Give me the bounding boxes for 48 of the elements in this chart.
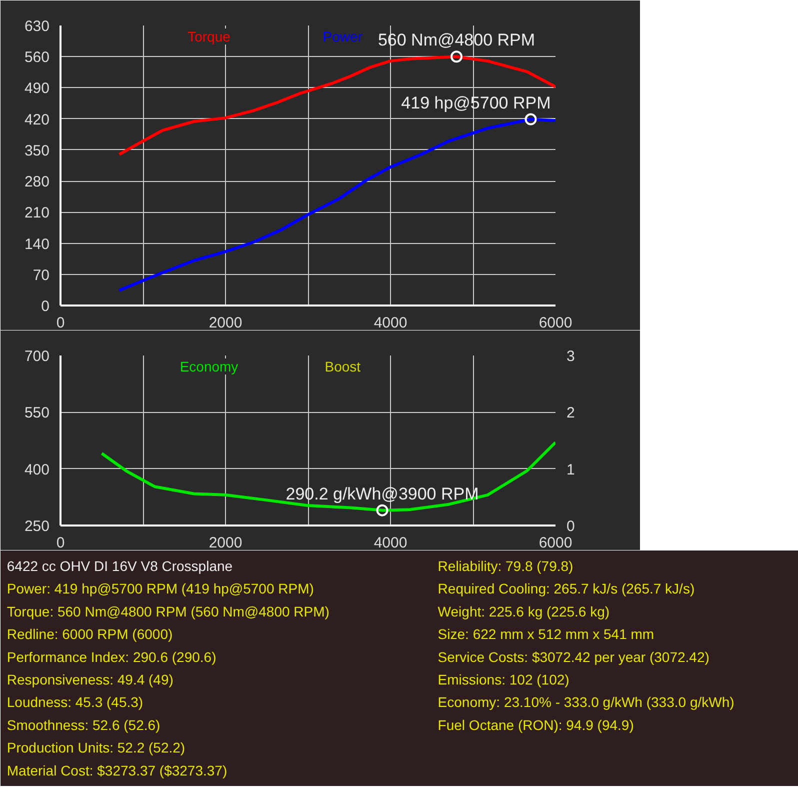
y2-tick-label: 3 [566, 348, 575, 365]
text: Power: 419 hp@5700 RPM (419 hp@5700 RPM) [6, 580, 314, 597]
text: Size: 622 mm x 512 mm x 541 mm [438, 626, 654, 642]
y-tick-label: 550 [24, 404, 50, 422]
text: Economy: 23.10% - 333.0 g/kWh (333.0 g/kWh) [438, 694, 734, 710]
text: Material Cost: $3273.37 ($3273.37) [6, 762, 228, 778]
x-tick-label: 4000 [374, 534, 408, 552]
x-tick-label: 0 [56, 314, 65, 332]
legend-label: Boost [324, 358, 361, 374]
y-tick-label: 420 [24, 111, 50, 128]
y-tick-label: 490 [24, 80, 50, 98]
text: Weight: 225.6 kg (225.6 kg) [438, 603, 610, 620]
y-tick-label: 400 [24, 461, 50, 478]
y-tick-label: 0 [41, 298, 50, 315]
y-tick-label: 280 [24, 174, 50, 191]
text: Fuel Octane (RON): 94.9 (94.9) [438, 716, 634, 733]
y2-tick-label: 1 [566, 461, 575, 478]
x-tick-label: 2000 [208, 314, 242, 332]
text: Smoothness: 52.6 (52.6) [6, 716, 160, 733]
text: Torque: 560 Nm@4800 RPM (560 Nm@4800 RPM) [6, 603, 330, 620]
y-tick-label: 350 [24, 142, 50, 160]
y-tick-label: 630 [24, 18, 50, 35]
text: Loudness: 45.3 (45.3) [6, 694, 144, 710]
text: Power [322, 28, 363, 44]
y-tick-label: 70 [32, 266, 50, 284]
text: Economy [180, 358, 238, 374]
text: Reliability: 79.8 (79.8) [438, 558, 574, 574]
text: Performance Index: 290.6 (290.6) [6, 648, 216, 665]
y2-tick-label: 2 [566, 404, 575, 422]
x-tick-label: 2000 [208, 534, 242, 552]
y-tick-label: 560 [24, 49, 50, 66]
text: Production Units: 52.2 (52.2) [6, 740, 186, 756]
text: Required Cooling: 265.7 kJ/s (265.7 kJ/s) [438, 580, 695, 597]
y2-tick-label: 0 [566, 518, 575, 535]
x-tick-label: 4000 [374, 314, 408, 332]
x-tick-label: 6000 [538, 534, 572, 552]
text: Service Costs: $3072.42 per year (3072.42) [438, 648, 710, 665]
x-tick-label: 6000 [538, 314, 572, 332]
y-tick-label: 700 [24, 348, 50, 365]
text: Torque [188, 28, 231, 44]
y-tick-label: 210 [24, 204, 50, 222]
x-tick-label: 0 [56, 534, 65, 552]
text: Responsiveness: 49.4 (49) [6, 672, 174, 688]
y-tick-label: 140 [24, 236, 50, 253]
y-tick-label: 250 [24, 518, 50, 535]
text: 6422 cc OHV DI 16V V8 Crossplane [6, 558, 233, 574]
text: Emissions: 102 (102) [438, 672, 570, 688]
text: Redline: 6000 RPM (6000) [6, 626, 173, 642]
